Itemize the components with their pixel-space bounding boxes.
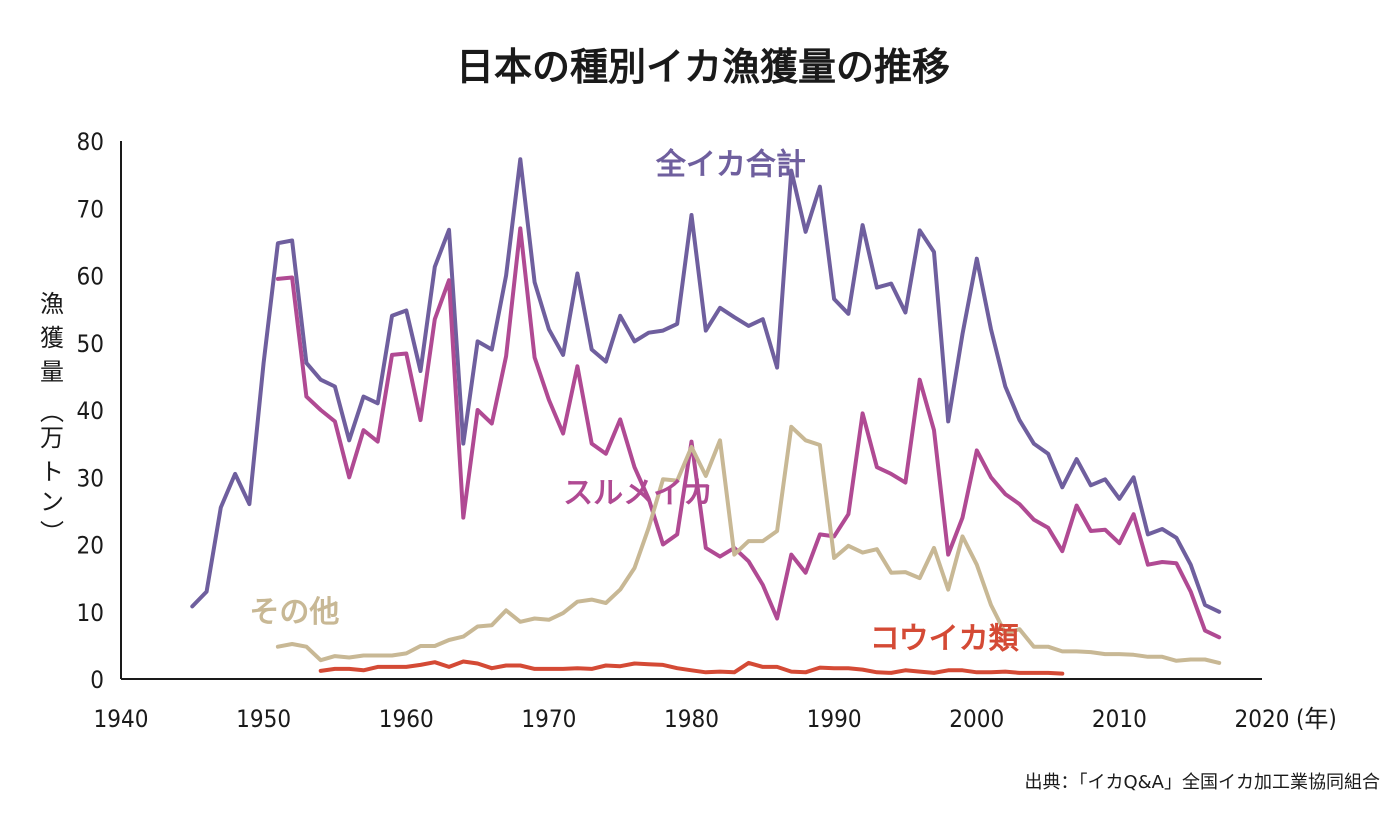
x-tick-label: 1950 bbox=[236, 705, 291, 733]
y-axis-label-char: 獲 bbox=[40, 324, 64, 352]
y-tick-label: 80 bbox=[77, 128, 104, 156]
y-axis-label-char: ン bbox=[40, 488, 64, 516]
y-tick-label: 0 bbox=[90, 666, 104, 694]
y-axis-label: 漁獲量 ︵万トン ︶ bbox=[40, 290, 64, 547]
x-tick-label: 1980 bbox=[664, 705, 719, 733]
y-tick-label: 40 bbox=[77, 397, 104, 425]
source-note: 出典：「イカQ&A」全国イカ加工業協同組合 bbox=[1024, 772, 1380, 793]
y-tick-label: 10 bbox=[77, 599, 104, 627]
series-line-1 bbox=[275, 226, 1222, 640]
y-axis-label-char: ︶ bbox=[40, 519, 64, 547]
y-tick-label: 50 bbox=[77, 330, 104, 358]
y-axis-label-char: 漁 bbox=[40, 290, 64, 318]
y-axis-label-char: 万 bbox=[40, 424, 64, 452]
y-axis-label-char: 量 bbox=[40, 358, 64, 386]
x-tick-labels: 1940 1950 1960 1970 1980 1990 2000 2010 2020 bbox=[94, 705, 1290, 733]
x-tick-label: 2000 bbox=[949, 705, 1004, 733]
series-line-3 bbox=[318, 659, 1065, 676]
y-tick-label: 70 bbox=[77, 195, 104, 223]
y-tick-label: 60 bbox=[77, 263, 104, 291]
y-tick-label: 20 bbox=[77, 532, 104, 560]
series-lines bbox=[190, 157, 1222, 676]
y-axis-label-char: ︵ bbox=[40, 398, 64, 426]
series-label: コウイカ類 bbox=[870, 622, 1020, 657]
y-axis: 0 10 20 30 40 50 60 70 80 bbox=[77, 128, 122, 694]
series-label: スルメイカ bbox=[563, 476, 713, 511]
y-tick-labels: 0 10 20 30 40 50 60 70 80 bbox=[77, 128, 104, 694]
y-tick-label: 30 bbox=[77, 464, 104, 492]
x-tick-label: 1960 bbox=[379, 705, 434, 733]
series-label: その他 bbox=[249, 595, 339, 630]
series-line-0 bbox=[190, 157, 1222, 614]
x-tick-label: 1970 bbox=[521, 705, 576, 733]
x-axis-unit: (年) bbox=[1296, 705, 1337, 733]
x-axis: 1940 1950 1960 1970 1980 1990 2000 2010 2020 (年) bbox=[94, 678, 1337, 733]
x-tick-label: 2020 bbox=[1235, 705, 1290, 733]
y-axis-label-char: ト bbox=[40, 458, 64, 486]
x-tick-label: 1940 bbox=[94, 705, 149, 733]
x-tick-label: 2010 bbox=[1092, 705, 1147, 733]
chart-title: 日本の種別イカ漁獲量の推移 bbox=[456, 45, 950, 89]
x-tick-label: 1990 bbox=[807, 705, 862, 733]
series-line-2 bbox=[275, 424, 1222, 665]
series-label: 全イカ合計 bbox=[655, 148, 806, 183]
